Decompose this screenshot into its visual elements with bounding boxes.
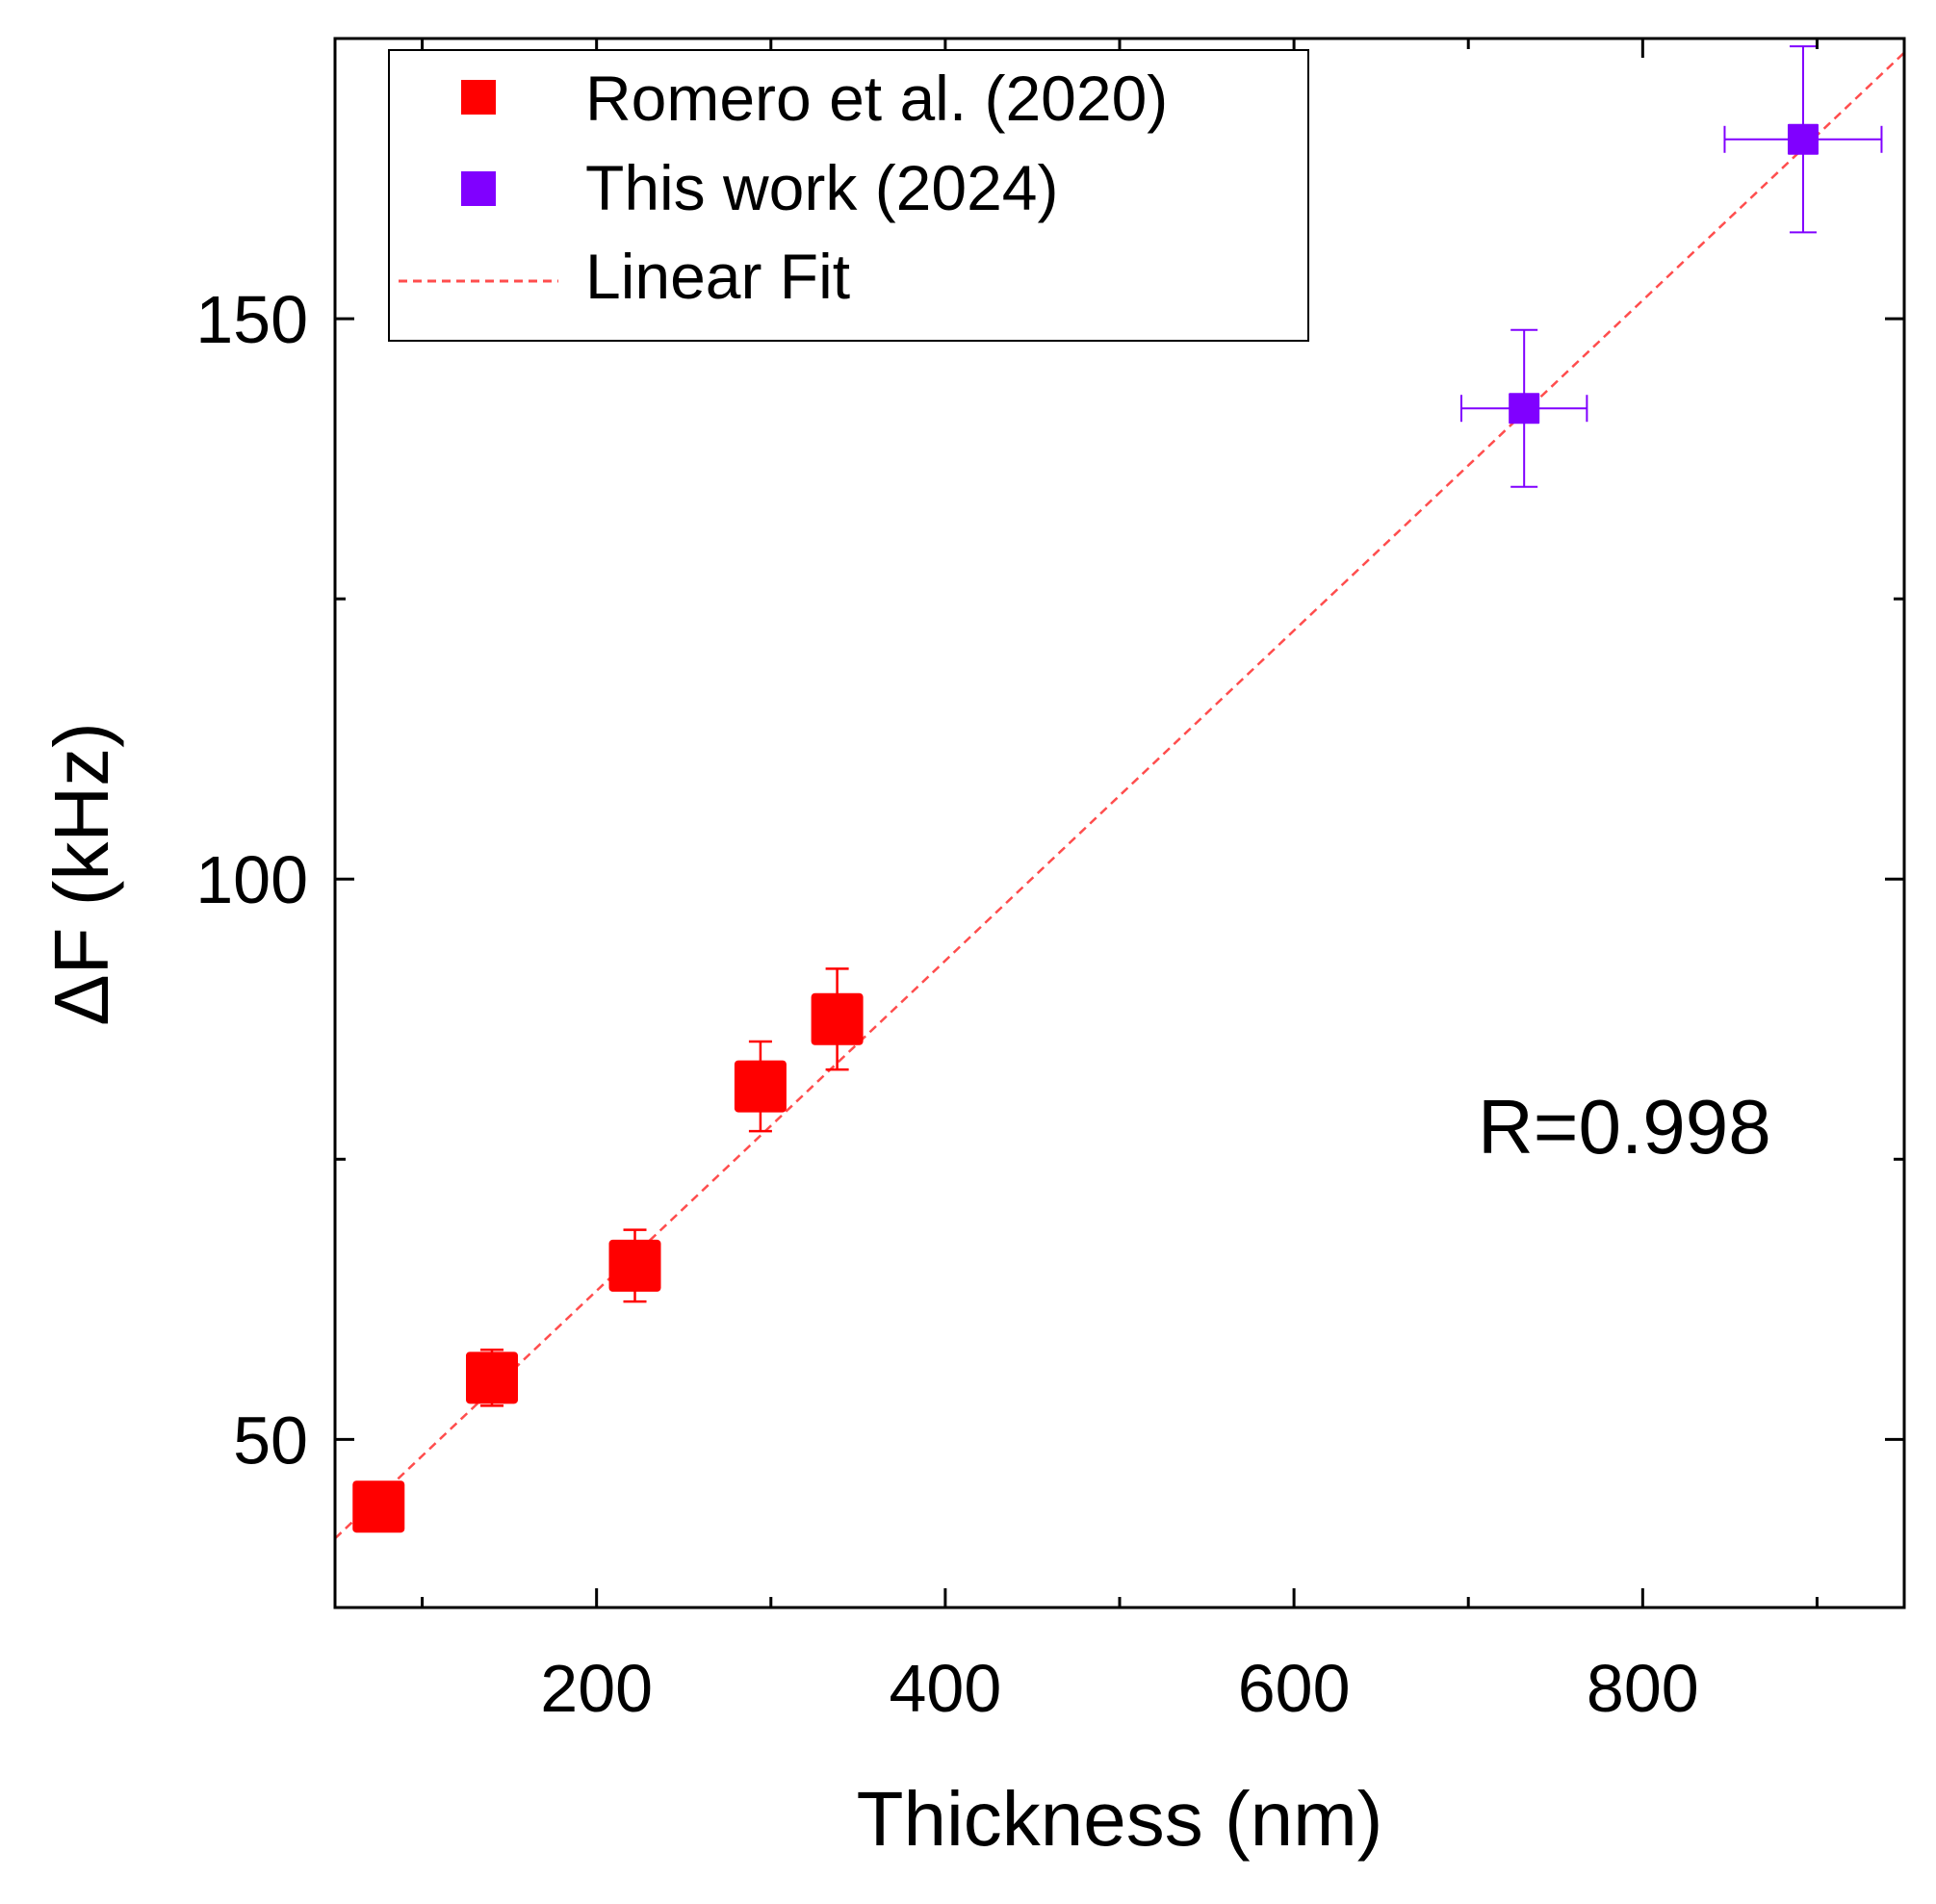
legend: Romero et al. (2020) This work (2024) Li…	[388, 49, 1309, 342]
x-tick-label: 600	[1238, 1651, 1351, 1726]
legend-label-romero: Romero et al. (2020)	[585, 63, 1168, 134]
data-point-romero	[466, 1351, 518, 1404]
data-point-romero	[734, 1060, 787, 1113]
data-point-this-work	[1509, 393, 1540, 425]
x-tick-label: 200	[540, 1651, 653, 1726]
y-axis-label: ΔF (kHz)	[39, 722, 124, 1026]
legend-label-fit: Linear Fit	[585, 241, 850, 312]
data-point-romero	[811, 992, 864, 1045]
x-tick-label: 400	[889, 1651, 1001, 1726]
data-point-romero	[352, 1480, 405, 1533]
x-axis-label: Thickness (nm)	[857, 1776, 1383, 1862]
legend-box	[388, 49, 1309, 342]
y-tick-label: 150	[195, 282, 308, 357]
x-tick-label: 800	[1587, 1651, 1699, 1726]
legend-swatch-romero	[461, 80, 496, 115]
marker-layer	[352, 123, 1819, 1533]
data-point-this-work	[1787, 123, 1819, 155]
x-tick-labels: 200 400 600 800	[540, 1651, 1698, 1726]
y-tick-labels: 50 100 150	[195, 282, 308, 1478]
r-value-annotation: R=0.998	[1478, 1084, 1771, 1170]
legend-swatch-this-work	[461, 171, 496, 206]
y-tick-label: 50	[233, 1402, 308, 1478]
data-point-romero	[608, 1239, 661, 1292]
legend-label-this-work: This work (2024)	[585, 152, 1059, 223]
y-tick-label: 100	[195, 842, 308, 917]
